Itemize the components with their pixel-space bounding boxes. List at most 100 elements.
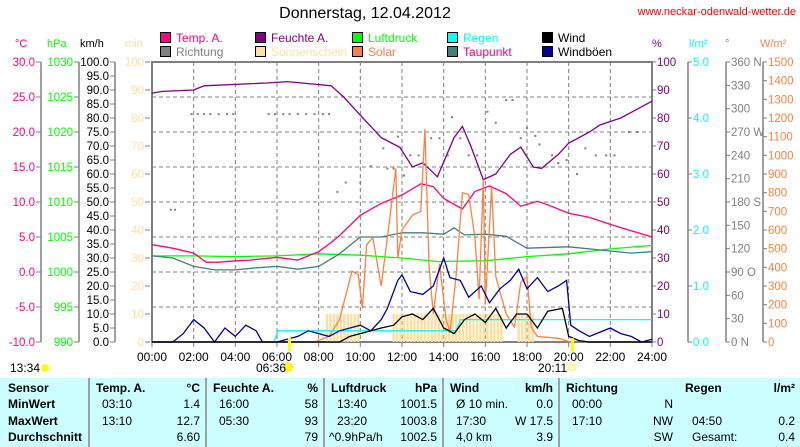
table-cell: 17:30 — [456, 414, 487, 428]
sunset-icon — [568, 363, 576, 371]
legend-item: Feuchte A. — [255, 31, 328, 45]
direction-point — [446, 154, 449, 157]
legend-swatch — [352, 46, 363, 57]
direction-point — [538, 143, 541, 146]
axis-tick-label: 990 — [54, 337, 73, 349]
direction-point — [369, 165, 372, 168]
axis-tick-label: 3.0 — [693, 169, 709, 181]
direction-point — [403, 174, 406, 177]
table-cell: 93 — [304, 414, 318, 428]
axis-title-wind: km/h — [80, 38, 104, 50]
axis-tick-label: 1020 — [47, 127, 73, 139]
table-cell: MaxWert — [8, 414, 58, 428]
axis-title-rain: l/m² — [689, 38, 708, 50]
direction-point — [494, 121, 497, 124]
direction-point — [438, 137, 441, 140]
axis-tick-label: 15.0 — [87, 295, 109, 307]
sunshine-bar — [423, 314, 427, 342]
direction-point — [328, 113, 331, 116]
axis-tick-label: 85.0 — [87, 99, 109, 111]
sunshine-bar — [479, 314, 482, 342]
table-cell: Wind — [450, 381, 480, 395]
sunshine-bar — [441, 314, 444, 342]
direction-point — [511, 99, 514, 102]
sunshine-bar — [527, 314, 531, 342]
axis-tick-label: 100 — [125, 57, 144, 69]
legend-swatch — [447, 32, 458, 43]
sunshine-bar — [336, 314, 339, 342]
axis-tick-label: 0.0 — [19, 267, 35, 279]
table-cell: W 17.5 — [514, 414, 553, 428]
direction-point — [203, 113, 206, 116]
axis-tick-label: 30 — [657, 253, 670, 265]
table-cell: Gesamt: — [692, 430, 738, 444]
axis-tick-label: 30 — [731, 314, 744, 326]
x-tick-label: 14:00 — [429, 350, 459, 364]
direction-point — [409, 154, 412, 157]
x-tick-label: 20:00 — [554, 350, 584, 364]
axis-tick-label: 80 — [131, 113, 144, 125]
axis-title-direction: ° — [725, 38, 729, 50]
direction-point — [467, 154, 470, 157]
table-cell: 16:00 — [219, 397, 250, 411]
direction-point — [565, 159, 568, 161]
sunshine-bar — [500, 314, 503, 342]
axis-tick-label: -5.0 — [15, 302, 35, 314]
legend-label: Solar — [368, 44, 397, 59]
table-cell: l/m² — [773, 381, 795, 395]
axis-tick-label: 20.0 — [87, 281, 109, 293]
series-line-solar — [314, 129, 571, 343]
direction-point — [584, 147, 587, 150]
legend-swatch — [160, 32, 171, 43]
direction-point — [430, 137, 433, 140]
sunshine-bar — [325, 314, 329, 342]
axis-tick-label: 995 — [54, 302, 73, 314]
x-tick-label: 18:00 — [512, 350, 542, 364]
legend-swatch — [255, 46, 266, 57]
axis-tick-label: 20 — [657, 281, 670, 293]
legend-item: Temp. A. — [160, 31, 223, 45]
sunshine-bar — [406, 314, 409, 342]
axis-tick-label: 45.0 — [87, 211, 109, 223]
axis-tick-label: 5.0 — [19, 232, 35, 244]
sunshine-bar — [357, 314, 360, 342]
direction-point — [273, 113, 276, 116]
axis-tick-label: 1030 — [47, 57, 73, 69]
x-tick-label: 08:00 — [304, 350, 334, 364]
axis-tick-label: 30 — [131, 253, 144, 265]
sunshine-bar — [482, 314, 486, 342]
direction-point — [313, 113, 316, 116]
axis-tick-label: 25.0 — [87, 267, 109, 279]
table-cell: 17:10 — [572, 414, 603, 428]
direction-point — [417, 154, 420, 157]
axis-tick-label: 20 — [131, 281, 144, 293]
direction-point — [232, 113, 235, 116]
table-section-wind: Wind km/h Ø 10 min. 0.0 17:30 W 17.5 4,0 km 3.9 — [442, 378, 558, 447]
axis-tick-label: 1300 — [768, 94, 794, 106]
website-link[interactable]: www.neckar-odenwald-wetter.de — [637, 6, 796, 18]
axis-tick-label: 600 — [768, 225, 787, 237]
direction-point — [321, 113, 324, 116]
direction-point — [226, 113, 228, 116]
sunshine-bar — [493, 314, 496, 342]
sunshine-bar — [444, 314, 447, 342]
series-line-temp-a- — [151, 183, 653, 263]
axis-tick-label: 1005 — [47, 232, 73, 244]
axis-title-temp: °C — [15, 38, 27, 50]
axis-tick-label: 0.0 — [693, 337, 709, 349]
table-cell: 00:00 — [572, 397, 603, 411]
axis-tick-label: 40 — [131, 225, 144, 237]
axis-title-sunshine: min — [125, 38, 143, 50]
direction-point — [282, 113, 285, 116]
axis-tick-label: 100.0 — [80, 57, 109, 69]
table-cell: NW — [653, 414, 673, 428]
sunshine-bar — [402, 314, 406, 342]
axis-tick-label: 1025 — [47, 92, 73, 104]
axis-tick-label: 1100 — [768, 132, 793, 144]
x-tick-label: 02:00 — [179, 350, 209, 364]
axis-tick-label: 50.0 — [87, 197, 109, 209]
axis-tick-label: 900 — [768, 169, 787, 181]
table-cell: 05:30 — [219, 414, 250, 428]
axis-tick-label: 1010 — [47, 197, 73, 209]
axis-tick-label: 1500 — [768, 57, 794, 69]
